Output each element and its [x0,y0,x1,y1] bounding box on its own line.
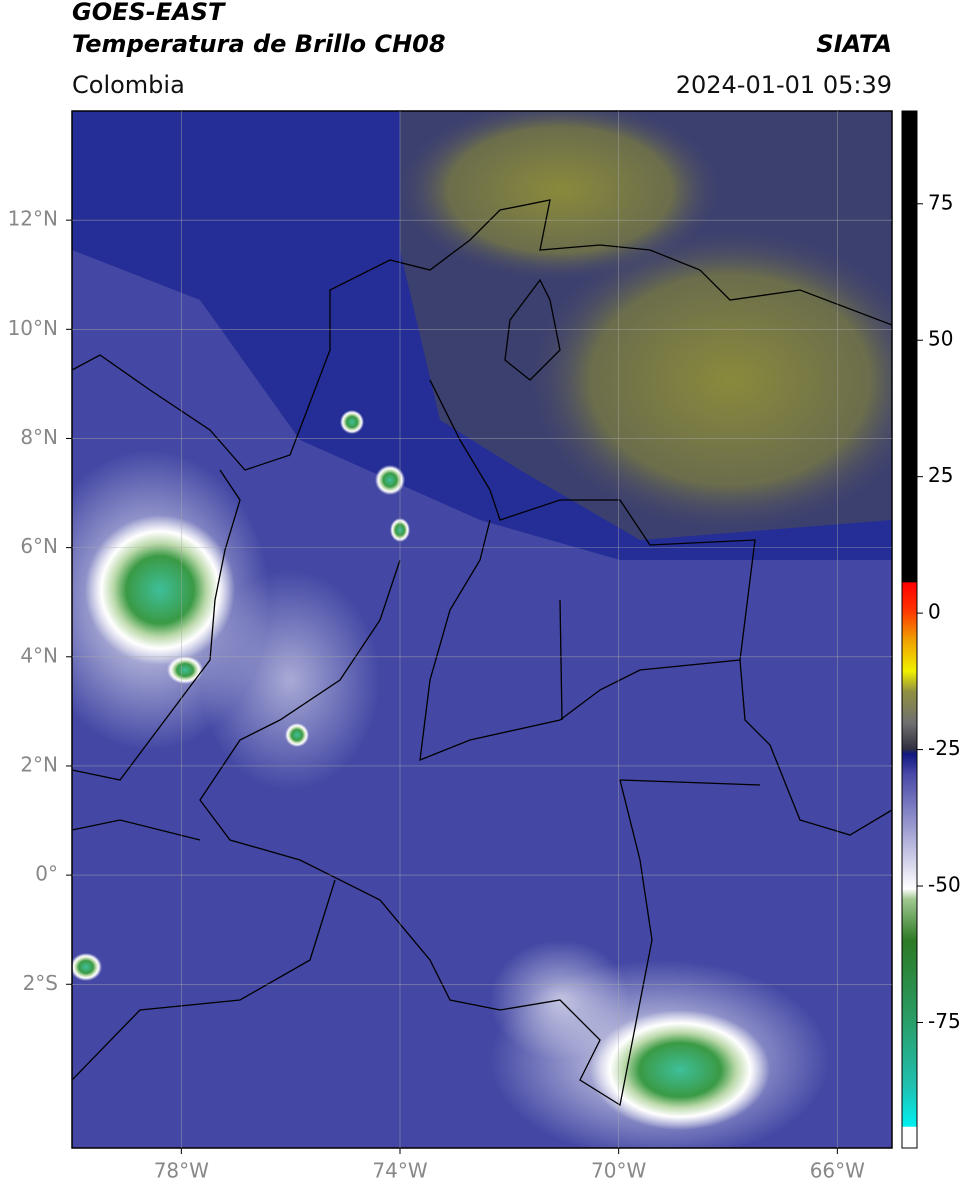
title-satellite: GOES-EAST [72,0,226,26]
y-tick-label: 8°N [20,425,58,449]
x-tick-label: 70°W [591,1159,646,1183]
colorbar-label: -75 [928,1009,961,1033]
colorbar-label: 50 [928,327,953,351]
region: Colombia [72,71,185,99]
y-tick-label: 2°S [23,971,58,995]
title-product: Temperatura de Brillo CH08 [72,30,446,58]
x-tick-label: 78°W [154,1159,209,1183]
colorbar-label: 25 [928,463,953,487]
y-tick-label: 0° [35,862,58,886]
axes: 78°W 74°W 70°W 66°W 12°N 10°N 8°N 6°N 4°N 2°N 0° 2°… [8,111,961,1183]
map-frame [71,110,893,1149]
colorbar-label: 0 [928,600,941,624]
x-tick-label: 66°W [810,1159,865,1183]
y-tick-label: 12°N [8,207,58,231]
source: SIATA [816,30,892,58]
colorbar [901,110,918,1149]
colorbar-label: 75 [928,190,953,214]
satellite-image [72,111,892,1148]
colorbar-label: -50 [928,873,961,897]
y-tick-label: 6°N [20,534,58,558]
y-tick-label: 4°N [20,643,58,667]
y-tick-label: 2°N [20,752,58,776]
y-tick-label: 10°N [8,316,58,340]
x-tick-label: 74°W [372,1159,427,1183]
colorbar-label: -25 [928,736,961,760]
timestamp: 2024-01-01 05:39 [676,71,892,99]
